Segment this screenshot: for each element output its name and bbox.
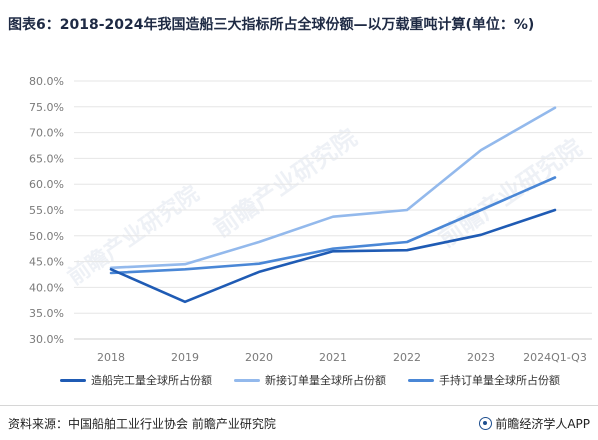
brand-credit: 前瞻经济学人APP [479,415,590,432]
legend-label-series-1: 造船完工量全球所占份额 [91,374,212,387]
line-chart: 30.0% 35.0% 40.0% 45.0% 50.0% 55.0% 60.0% 65.0%… [29,75,592,364]
brand-logo-icon [479,417,493,430]
y-tick-label: 75.0% [29,101,64,114]
series-line-1 [109,208,557,304]
y-tick-label: 30.0% [29,333,64,346]
legend-label-series-3: 手持订单量全球所占份额 [439,374,560,387]
y-tick-label: 80.0% [29,75,64,88]
legend-item-series-2: 新接订单量全球所占份额 [234,372,386,388]
x-tick-label: 2020 [245,351,273,364]
brand-label: 前瞻经济学人APP [495,417,590,431]
chart-title: 图表6：2018-2024年我国造船三大指标所占全球份额—以万载重吨计算(单位：… [8,17,535,33]
x-tick-label: 2019 [171,351,199,364]
y-tick-label: 40.0% [29,281,64,294]
legend-swatch-series-1 [60,378,86,382]
legend-swatch-series-2 [234,378,260,382]
y-tick-label: 65.0% [29,152,64,165]
legend-label-series-2: 新接订单量全球所占份额 [265,374,386,387]
y-tick-label: 55.0% [29,204,64,217]
x-tick-label: 2022 [393,351,421,364]
y-tick-label: 50.0% [29,230,64,243]
x-tick-label: 2023 [467,351,495,364]
legend-item-series-3: 手持订单量全球所占份额 [408,372,560,388]
legend-swatch-series-3 [408,378,434,382]
y-tick-label: 60.0% [29,178,64,191]
x-tick-label: 2018 [97,351,125,364]
y-tick-label: 35.0% [29,307,64,320]
footer-bar: 资料来源：中国船舶工业行业协会 前瞻产业研究院 前瞻经济学人APP [0,405,598,440]
x-tick-label: 2024Q1-Q3 [523,351,587,364]
series-line-3 [109,176,557,275]
y-tick-label: 70.0% [29,127,64,140]
y-tick-label: 45.0% [29,256,64,269]
source-note: 资料来源：中国船舶工业行业协会 前瞻产业研究院 [8,417,276,431]
chart-legend: 造船完工量全球所占份额 新接订单量全球所占份额 手持订单量全球所占份额 [60,372,590,388]
series-line-2 [109,106,557,270]
x-tick-label: 2021 [319,351,347,364]
legend-item-series-1: 造船完工量全球所占份额 [60,372,212,388]
